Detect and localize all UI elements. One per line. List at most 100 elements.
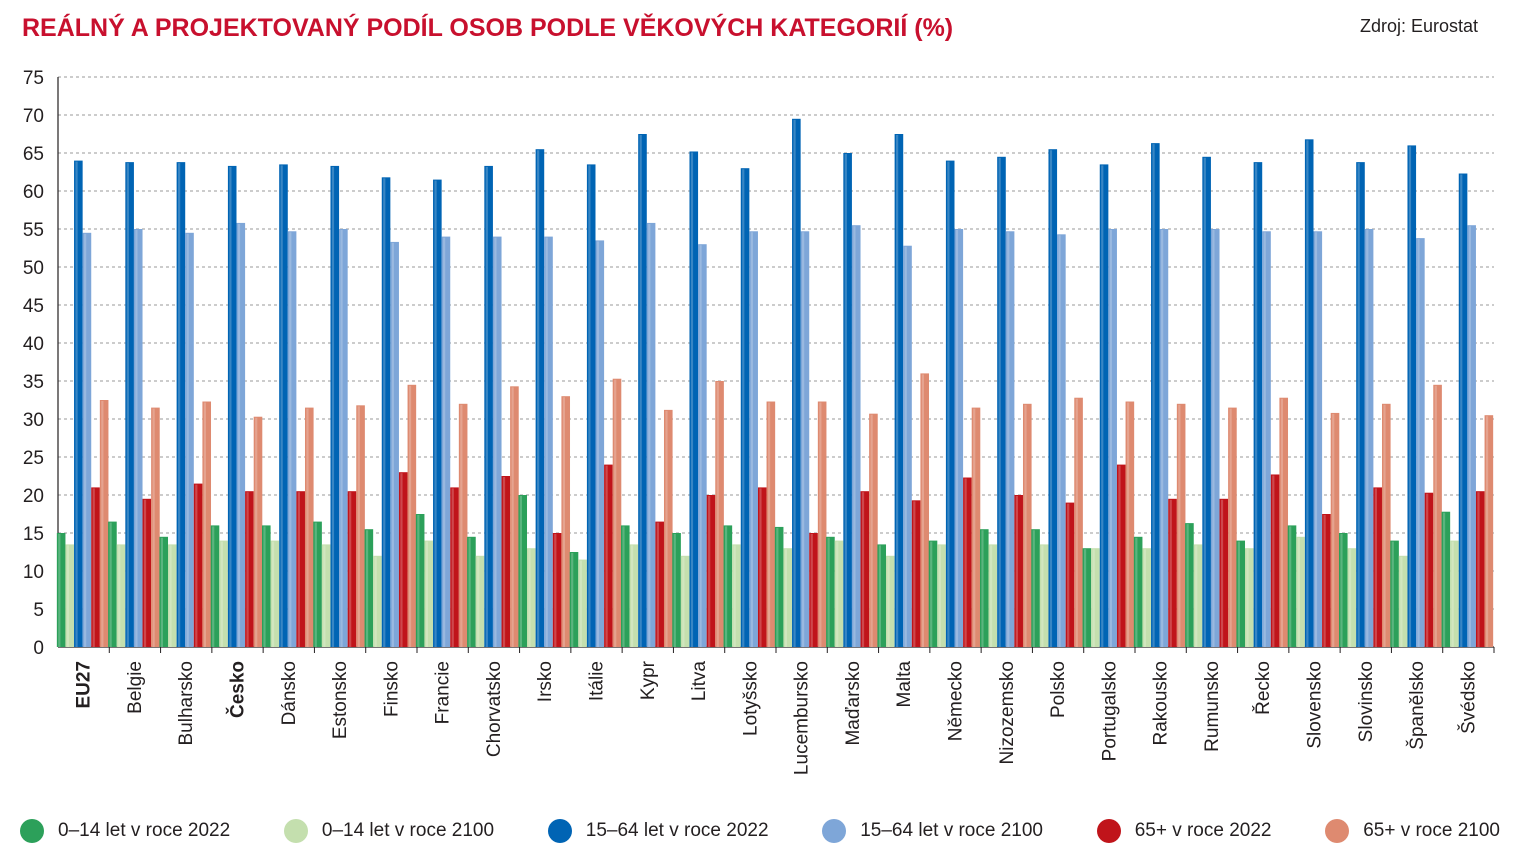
bar-body — [236, 222, 246, 648]
y-tick-label: 10 — [23, 562, 44, 583]
bar-body — [800, 231, 810, 647]
bar-highlight — [237, 223, 241, 648]
bar-body — [561, 396, 571, 647]
x-tick-label: Kypr — [638, 660, 659, 700]
bar-highlight — [1332, 413, 1335, 647]
bar-body — [1398, 555, 1408, 647]
bar — [270, 540, 280, 647]
bar-body — [1014, 495, 1023, 647]
bar-body — [826, 536, 835, 647]
bar-body — [484, 165, 493, 648]
bar-highlight — [955, 230, 959, 647]
bar-body — [364, 529, 374, 647]
bar — [245, 491, 254, 647]
bar — [698, 244, 707, 647]
bar — [475, 555, 485, 647]
bar-body — [296, 491, 305, 647]
bar-body — [997, 156, 1006, 648]
bar-body — [1005, 231, 1015, 647]
bar-highlight — [742, 169, 745, 647]
bar — [133, 229, 143, 647]
bar-highlight — [357, 406, 360, 647]
bar — [774, 526, 784, 647]
bar-highlight — [169, 545, 172, 647]
bar-highlight — [212, 526, 215, 647]
bar — [1236, 540, 1246, 647]
bar-highlight — [109, 522, 112, 647]
bar-highlight — [1348, 549, 1352, 647]
bar — [749, 231, 758, 647]
bar — [740, 168, 750, 647]
bar-body — [817, 401, 827, 647]
bar — [458, 403, 468, 647]
bar-highlight — [964, 478, 967, 647]
bar-highlight — [1417, 239, 1420, 647]
bar-highlight — [195, 484, 198, 647]
x-tick-label: Rakousko — [1151, 661, 1172, 746]
bar-highlight — [1400, 556, 1403, 647]
bar-highlight — [1152, 144, 1155, 647]
bar-body — [1151, 143, 1160, 647]
bar-body — [757, 487, 767, 647]
bar-body — [210, 525, 220, 647]
bar-body — [1202, 156, 1211, 648]
bar-highlight — [571, 553, 574, 647]
bar-body — [860, 491, 870, 647]
bar-body — [321, 544, 331, 647]
bar-body — [261, 525, 271, 647]
bar-body — [415, 514, 425, 647]
bar — [151, 407, 160, 647]
source-note: Zdroj: Eurostat — [1359, 16, 1478, 36]
bar-body — [595, 240, 605, 647]
legend-label: 0–14 let v roce 2100 — [321, 820, 495, 841]
legend-swatch — [1096, 819, 1121, 843]
bar-body — [877, 544, 887, 647]
bar-highlight — [973, 408, 976, 647]
bar-body — [1338, 533, 1348, 647]
bar-highlight — [596, 241, 600, 647]
bar — [1458, 173, 1468, 647]
bar — [492, 236, 502, 647]
bar-body — [945, 160, 955, 647]
bar — [202, 401, 212, 647]
bar-highlight — [989, 545, 993, 647]
legend-item: 15–64 let v roce 2100 — [822, 819, 1043, 843]
bar-highlight — [1161, 230, 1164, 647]
bar — [1279, 397, 1289, 647]
bar-body — [1475, 491, 1485, 647]
bar-highlight — [1101, 165, 1104, 647]
bar-body — [433, 179, 442, 647]
bar-highlight — [1477, 492, 1480, 647]
bar-body — [56, 533, 66, 647]
bar-highlight — [391, 242, 394, 648]
bar-body — [510, 386, 519, 647]
bar-highlight — [784, 549, 788, 647]
bar-body — [1219, 498, 1229, 647]
bar-highlight — [1468, 226, 1471, 647]
bar-highlight — [408, 385, 412, 647]
bar-body — [886, 555, 895, 647]
bar-body — [1168, 498, 1177, 647]
bar-highlight — [690, 152, 694, 648]
bar-highlight — [502, 477, 506, 647]
bar — [1142, 548, 1152, 647]
bar-body — [1441, 511, 1451, 647]
bar — [356, 405, 365, 647]
bar-highlight — [1246, 549, 1249, 647]
legend-label: 0–14 let v roce 2022 — [58, 820, 231, 841]
bar-body — [732, 544, 741, 647]
bar — [1168, 498, 1177, 647]
x-tick-label: EU27 — [74, 661, 95, 709]
bar-body — [168, 544, 177, 647]
bar — [467, 536, 476, 647]
bar — [886, 555, 895, 647]
bar-body — [1031, 529, 1040, 647]
bar — [253, 416, 263, 647]
bar-highlight — [562, 397, 566, 647]
bar — [561, 396, 571, 647]
bar — [373, 555, 382, 647]
bar-highlight — [819, 402, 822, 647]
bar-highlight — [767, 402, 771, 647]
bar-body — [971, 407, 981, 647]
